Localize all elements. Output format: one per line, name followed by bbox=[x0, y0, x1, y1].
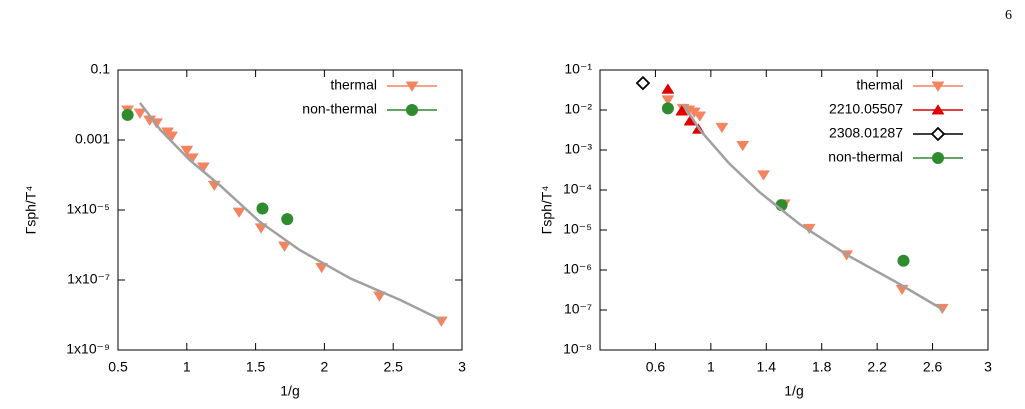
y-tick-label: 1x10⁻⁹ bbox=[66, 341, 110, 357]
point bbox=[931, 81, 945, 92]
y-tick-label: 10⁻⁷ bbox=[564, 301, 592, 317]
point bbox=[932, 152, 944, 164]
legend-label: thermal bbox=[330, 77, 377, 93]
y-tick-label: 1x10⁻⁵ bbox=[66, 201, 110, 217]
point bbox=[736, 140, 750, 152]
fit-curve bbox=[682, 103, 945, 312]
y-tick-label: 0.001 bbox=[75, 131, 110, 147]
point bbox=[180, 145, 194, 157]
point bbox=[715, 122, 729, 134]
y-tick-label: 0.1 bbox=[91, 61, 111, 77]
y-tick-label: 10⁻⁵ bbox=[563, 221, 592, 237]
point bbox=[661, 95, 675, 106]
x-tick-label: 2.6 bbox=[923, 359, 943, 375]
point bbox=[133, 108, 147, 119]
point bbox=[281, 213, 294, 226]
y-tick-label: 10⁻³ bbox=[564, 141, 592, 157]
y-tick-label: 10⁻² bbox=[564, 101, 592, 117]
legend-label: 2210.05507 bbox=[829, 101, 903, 117]
point bbox=[661, 83, 675, 94]
point bbox=[232, 207, 246, 218]
y-tick-label: 10⁻⁸ bbox=[563, 341, 592, 357]
x-tick-label: 0.6 bbox=[646, 359, 666, 375]
x-tick-label: 1.4 bbox=[757, 359, 777, 375]
x-tick-label: 1.5 bbox=[246, 359, 266, 375]
point bbox=[278, 241, 291, 252]
x-axis-title: 1/g bbox=[784, 383, 803, 399]
x-tick-label: 1 bbox=[707, 359, 715, 375]
x-tick-label: 2.5 bbox=[383, 359, 403, 375]
x-tick-label: 2 bbox=[321, 359, 329, 375]
point bbox=[675, 105, 689, 116]
point bbox=[693, 111, 707, 122]
point bbox=[405, 81, 419, 92]
y-tick-label: 10⁻⁶ bbox=[563, 261, 592, 277]
y-axis-title: Γsph/T⁴ bbox=[23, 186, 39, 235]
y-tick-label: 1x10⁻⁷ bbox=[67, 271, 110, 287]
x-tick-label: 1 bbox=[183, 359, 191, 375]
plot-frame bbox=[599, 69, 989, 351]
legend-label: non-thermal bbox=[302, 101, 377, 117]
fit-curve bbox=[139, 102, 442, 322]
point bbox=[406, 104, 418, 116]
point bbox=[931, 104, 945, 115]
point bbox=[930, 126, 946, 142]
point bbox=[207, 180, 221, 192]
point bbox=[661, 102, 674, 115]
point bbox=[635, 75, 651, 91]
plot-frame bbox=[117, 69, 463, 351]
legend-label: thermal bbox=[856, 77, 903, 93]
point bbox=[165, 131, 179, 142]
x-tick-label: 0.5 bbox=[108, 359, 128, 375]
y-tick-label: 10⁻⁴ bbox=[563, 181, 592, 197]
x-tick-label: 2.2 bbox=[867, 359, 887, 375]
x-tick-label: 1.8 bbox=[812, 359, 832, 375]
point bbox=[121, 108, 134, 121]
page-number: 6 bbox=[1005, 8, 1012, 23]
point bbox=[757, 170, 770, 181]
point bbox=[897, 254, 910, 267]
y-tick-label: 10⁻¹ bbox=[564, 61, 592, 77]
point bbox=[256, 202, 269, 215]
x-tick-label: 3 bbox=[458, 359, 466, 375]
x-tick-label: 3 bbox=[984, 359, 992, 375]
x-axis-title: 1/g bbox=[280, 383, 299, 399]
y-axis-title: Γsph/T⁴ bbox=[539, 186, 555, 235]
legend-label: non-thermal bbox=[828, 149, 903, 165]
legend-label: 2308.01287 bbox=[829, 125, 903, 141]
